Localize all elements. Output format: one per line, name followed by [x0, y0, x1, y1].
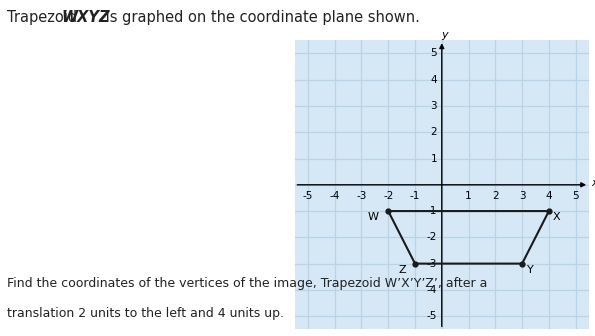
Text: X: X [553, 212, 560, 222]
Text: y: y [441, 30, 448, 40]
Text: 2: 2 [430, 127, 437, 137]
Text: 2: 2 [492, 191, 499, 201]
Text: WXYZ: WXYZ [62, 10, 111, 25]
Text: -2: -2 [427, 232, 437, 242]
Text: -3: -3 [356, 191, 367, 201]
Text: 5: 5 [572, 191, 579, 201]
Text: Trapezoid: Trapezoid [7, 10, 82, 25]
Text: -4: -4 [427, 285, 437, 295]
Text: translation 2 units to the left and 4 units up.: translation 2 units to the left and 4 un… [7, 307, 284, 321]
Text: Z: Z [398, 265, 406, 275]
Text: x: x [591, 178, 595, 188]
Text: -2: -2 [383, 191, 393, 201]
Text: -5: -5 [303, 191, 313, 201]
Text: Y: Y [527, 265, 534, 275]
Text: -4: -4 [330, 191, 340, 201]
Text: 3: 3 [430, 101, 437, 111]
Text: is graphed on the coordinate plane shown.: is graphed on the coordinate plane shown… [101, 10, 419, 25]
Text: -1: -1 [427, 206, 437, 216]
Text: 1: 1 [430, 154, 437, 164]
Text: 3: 3 [519, 191, 525, 201]
Text: -3: -3 [427, 259, 437, 268]
Text: 1: 1 [465, 191, 472, 201]
Text: 4: 4 [546, 191, 552, 201]
Text: W: W [368, 212, 379, 222]
Text: 5: 5 [430, 48, 437, 58]
Text: -5: -5 [427, 311, 437, 321]
Text: Find the coordinates of the vertices of the image, Trapezoid W’X’Y’Z’, after a: Find the coordinates of the vertices of … [7, 277, 487, 290]
Text: 4: 4 [430, 75, 437, 85]
Text: -1: -1 [410, 191, 420, 201]
